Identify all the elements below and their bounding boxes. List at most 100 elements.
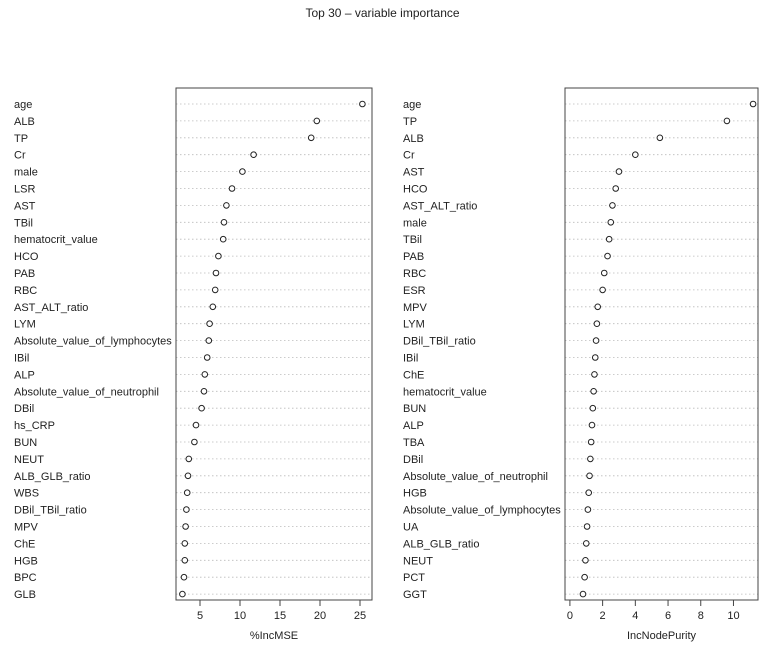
importance-point: [594, 303, 602, 311]
variable-label: male: [14, 167, 38, 179]
variable-label: DBil: [403, 454, 423, 466]
importance-point: [219, 235, 227, 243]
x-tick-label: 25: [354, 610, 366, 622]
variable-label: BPC: [14, 572, 37, 584]
variable-label: NEUT: [14, 454, 44, 466]
variable-label: DBil: [14, 403, 34, 415]
importance-point: [587, 438, 595, 446]
importance-point: [749, 100, 757, 108]
variable-label: AST_ALT_ratio: [403, 200, 477, 212]
importance-point: [181, 557, 189, 564]
variable-label: LYM: [403, 319, 425, 331]
importance-point: [584, 506, 592, 513]
variable-label: PAB: [403, 251, 424, 263]
variable-label: HGB: [403, 488, 427, 500]
variable-label: MPV: [14, 522, 39, 534]
x-tick-label: 8: [698, 610, 704, 622]
variable-label: NEUT: [403, 555, 433, 567]
variable-label: hs_CRP: [14, 420, 55, 432]
importance-point: [250, 151, 257, 158]
variable-label: age: [14, 99, 32, 111]
variable-label: MPV: [403, 302, 428, 314]
variable-label: AST: [14, 200, 36, 212]
variable-label: PAB: [14, 268, 35, 280]
importance-point: [203, 354, 211, 361]
importance-point: [223, 202, 230, 209]
variable-label: Absolute_value_of_neutrophil: [403, 471, 548, 483]
variable-label: AST: [403, 167, 425, 179]
importance-point: [185, 455, 193, 463]
variable-label: HCO: [403, 184, 428, 196]
x-tick-label: 4: [632, 610, 638, 622]
importance-point: [591, 371, 598, 378]
variable-label: TBil: [14, 217, 33, 229]
variable-label: TBA: [403, 437, 425, 449]
variable-label: GLB: [14, 589, 36, 601]
importance-point: [220, 219, 228, 226]
importance-point: [200, 388, 208, 395]
importance-point: [587, 455, 594, 463]
importance-point: [198, 404, 205, 412]
variable-label: ALP: [403, 420, 424, 432]
variable-label: Absolute_value_of_lymphocytes: [14, 336, 172, 348]
importance-point: [205, 337, 213, 344]
importance-point: [632, 151, 639, 158]
variable-label: ALP: [14, 369, 35, 381]
variable-label: UA: [403, 522, 419, 534]
variable-label: ALB_GLB_ratio: [14, 471, 90, 483]
chart-title: Top 30 – variable importance: [305, 6, 460, 20]
x-tick-label: 10: [234, 610, 246, 622]
variable-label: ALB: [14, 116, 35, 128]
importance-point: [723, 117, 731, 125]
importance-point: [201, 371, 209, 378]
variable-label: Absolute_value_of_neutrophil: [14, 386, 159, 398]
importance-point: [579, 590, 587, 598]
importance-point: [593, 320, 601, 328]
variable-label: TP: [403, 116, 417, 128]
importance-point: [191, 438, 198, 446]
importance-point: [182, 523, 189, 530]
variable-label: TBil: [403, 234, 422, 246]
variable-label: IBil: [14, 353, 29, 365]
importance-point: [215, 252, 222, 260]
importance-point: [612, 185, 620, 192]
importance-point: [599, 286, 606, 294]
importance-point: [585, 489, 593, 497]
importance-point: [582, 557, 589, 564]
x-tick-label: 10: [727, 610, 739, 622]
panel-incmse: age ALB TP Cr male LSR AST TBil hematocrit_value…: [14, 87, 373, 642]
importance-point: [586, 472, 593, 480]
variable-label: male: [403, 217, 427, 229]
importance-point: [590, 388, 597, 395]
importance-point: [192, 421, 200, 429]
variable-label: AST_ALT_ratio: [14, 302, 88, 314]
importance-point: [581, 573, 588, 581]
variable-label: hematocrit_value: [14, 234, 98, 246]
x-tick-label: 0: [567, 610, 573, 622]
importance-point: [307, 134, 315, 142]
importance-point: [607, 219, 615, 226]
importance-point: [609, 202, 616, 209]
importance-point: [181, 540, 189, 547]
variable-label: RBC: [14, 285, 37, 297]
importance-point: [588, 421, 596, 429]
variable-label: GGT: [403, 589, 427, 601]
x-tick-label: 15: [274, 610, 286, 622]
importance-point: [592, 337, 600, 344]
variable-label: RBC: [403, 268, 426, 280]
x-tick-label: 20: [314, 610, 326, 622]
variable-label: ESR: [403, 285, 426, 297]
variable-label: DBil_TBil_ratio: [403, 336, 476, 348]
variable-label: Cr: [14, 150, 26, 162]
importance-point: [615, 168, 623, 175]
variable-label: WBS: [14, 488, 39, 500]
importance-point: [359, 100, 366, 108]
variable-label: IBil: [403, 353, 418, 365]
x-tick-label: 5: [197, 610, 203, 622]
variable-label: Cr: [403, 150, 415, 162]
importance-point: [600, 269, 608, 277]
importance-point: [206, 320, 213, 328]
x-axis-title: %IncMSE: [250, 630, 298, 642]
